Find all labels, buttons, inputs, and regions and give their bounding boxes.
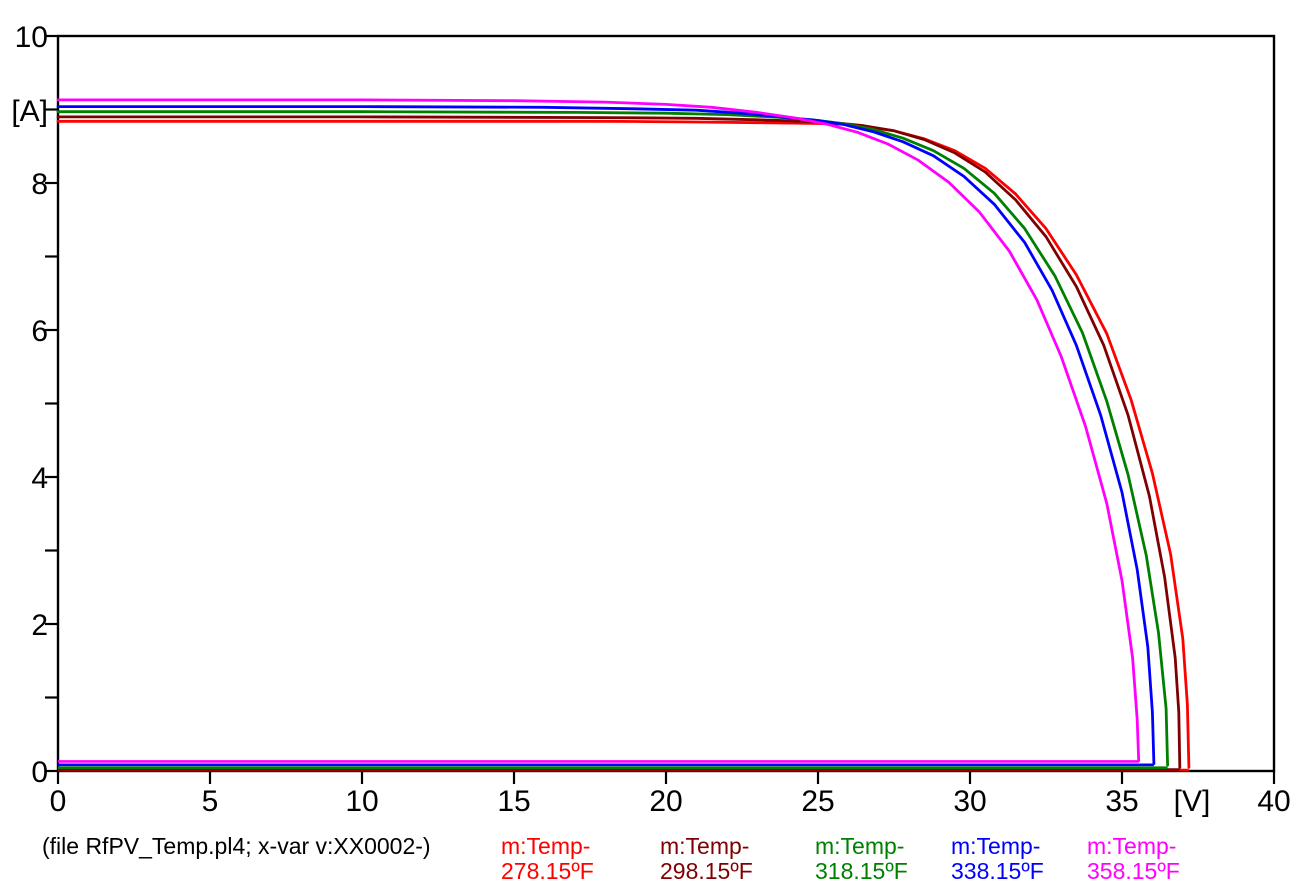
x-tick-label-0: 0 <box>50 785 67 818</box>
legend-name-line-5: m:Temp- <box>1087 833 1176 859</box>
y-axis-unit-label: [A] <box>11 95 48 128</box>
x-tick-label-35: 35 <box>1105 785 1138 818</box>
iv-curve-278.15ºF <box>56 119 1191 769</box>
iv-curves <box>56 98 1191 769</box>
legend-value-line-3: 318.15ºF <box>815 858 908 882</box>
x-tick-label-15: 15 <box>497 785 530 818</box>
x-axis-unit-label: [V] <box>1174 785 1211 818</box>
y-tick-label-10: 10 <box>15 21 48 54</box>
x-axis-tick-labels: 0 5 10 15 20 25 30 35 40 <box>50 785 1291 818</box>
y-axis-ticks <box>45 34 58 773</box>
x-tick-label-5: 5 <box>202 785 219 818</box>
low-current-lines <box>58 760 1189 772</box>
y-tick-label-2: 2 <box>31 609 48 642</box>
y-axis-tick-labels: 0 2 4 6 8 10 <box>15 21 48 789</box>
x-tick-label-25: 25 <box>801 785 834 818</box>
y-tick-label-6: 6 <box>31 315 48 348</box>
legend-name-line-4: m:Temp- <box>951 833 1040 859</box>
x-tick-label-40: 40 <box>1257 785 1290 818</box>
x-tick-label-30: 30 <box>953 785 986 818</box>
chart-legend: m:Temp-278.15ºFm:Temp-298.15ºFm:Temp-318… <box>501 833 1180 882</box>
legend-name-line-1: m:Temp- <box>501 833 590 859</box>
iv-curve-338.15ºF <box>56 105 1156 765</box>
iv-curve-358.15ºF <box>56 98 1141 763</box>
iv-curve-318.15ºF <box>56 110 1169 767</box>
x-tick-label-20: 20 <box>649 785 682 818</box>
plot-frame <box>56 34 1276 773</box>
iv-curve-298.15ºF <box>56 115 1182 769</box>
legend-value-line-4: 338.15ºF <box>951 858 1044 882</box>
legend-value-line-1: 278.15ºF <box>501 858 594 882</box>
y-tick-label-4: 4 <box>31 462 48 495</box>
y-tick-label-8: 8 <box>31 168 48 201</box>
legend-name-line-2: m:Temp- <box>660 833 749 859</box>
legend-value-line-5: 358.15ºF <box>1087 858 1180 882</box>
x-axis-ticks <box>56 771 1276 784</box>
x-tick-label-10: 10 <box>345 785 378 818</box>
legend-value-line-2: 298.15ºF <box>660 858 753 882</box>
legend-name-line-3: m:Temp- <box>815 833 904 859</box>
y-tick-label-0: 0 <box>31 756 48 789</box>
footer-note: (file RfPV_Temp.pl4; x-var v:XX0002-) <box>42 833 431 859</box>
